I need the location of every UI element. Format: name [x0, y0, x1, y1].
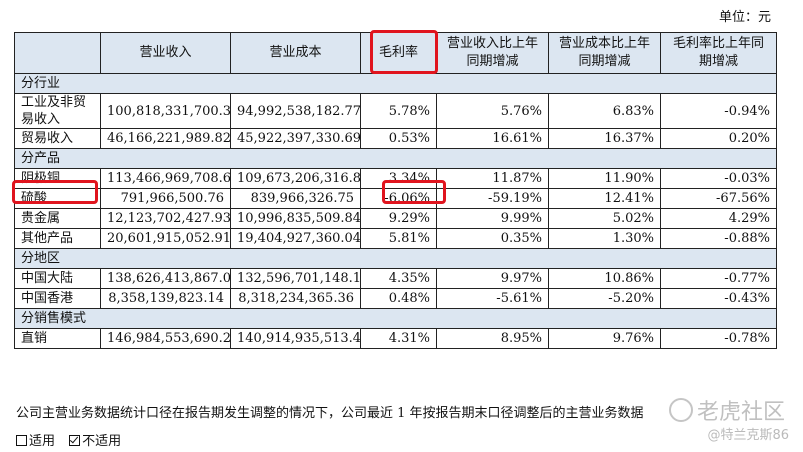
section-title: 分行业	[14, 73, 777, 94]
cell-cost: 8,318,234,365.36	[230, 288, 361, 309]
section-row-industry: 分行业	[14, 73, 777, 94]
table-row: 贸易收入 46,166,221,989.82 45,922,397,330.69…	[14, 128, 777, 149]
cell-margin-change: -67.56%	[660, 188, 777, 209]
row-label: 贵金属	[14, 208, 101, 229]
cell-cost-change: 11.90%	[548, 168, 661, 189]
cell-cost: 10,996,835,509.84	[230, 208, 361, 229]
cell-cost-change: 6.83%	[548, 93, 661, 129]
cell-cost: 94,992,538,182.77	[230, 93, 361, 129]
cell-margin-change: -0.43%	[660, 288, 777, 309]
cell-cost: 109,673,206,316.83	[230, 168, 361, 189]
header-revenue-change: 营业收入比上年同期增减	[436, 32, 549, 74]
highlight-value-cathode-copper-margin	[382, 180, 446, 204]
row-label: 贸易收入	[14, 128, 101, 149]
highlight-label-cathode-copper	[12, 180, 98, 204]
cell-margin: 0.53%	[360, 128, 437, 149]
row-label: 工业及非贸易收入	[14, 93, 101, 129]
cell-margin-change: -0.77%	[660, 268, 777, 289]
checkbox-checked-icon	[69, 435, 81, 446]
header-margin-change: 毛利率比上年同期增减	[660, 32, 777, 74]
cell-revenue-change: 11.87%	[436, 168, 549, 189]
header-blank	[14, 32, 101, 74]
cell-cost-change: 10.86%	[548, 268, 661, 289]
cell-revenue: 113,466,969,708.60	[100, 168, 231, 189]
section-row-sales-mode: 分销售模式	[14, 308, 777, 329]
cell-revenue: 20,601,915,052.91	[100, 228, 231, 249]
header-cost-change: 营业成本比上年同期增减	[548, 32, 661, 74]
option-applicable[interactable]: 适用	[16, 434, 55, 449]
cell-revenue: 138,626,413,867.06	[100, 268, 231, 289]
cell-margin: 9.29%	[360, 208, 437, 229]
cell-revenue-change: 9.99%	[436, 208, 549, 229]
cell-cost-change: 16.37%	[548, 128, 661, 149]
option-not-applicable[interactable]: 不适用	[69, 434, 121, 449]
table-row: 中国香港 8,358,139,823.14 8,318,234,365.36 0…	[14, 288, 777, 309]
cell-cost: 839,966,326.75	[230, 188, 361, 209]
section-row-product: 分产品	[14, 148, 777, 169]
cell-cost-change: 5.02%	[548, 208, 661, 229]
table-row: 阴极铜 113,466,969,708.60 109,673,206,316.8…	[14, 168, 777, 189]
option-label: 适用	[29, 434, 56, 449]
cell-cost-change: 9.76%	[548, 328, 661, 349]
section-row-region: 分地区	[14, 248, 777, 269]
cell-margin: 0.48%	[360, 288, 437, 309]
cell-revenue: 146,984,553,690.20	[100, 328, 231, 349]
table-row: 贵金属 12,123,702,427.93 10,996,835,509.84 …	[14, 208, 777, 229]
row-label: 其他产品	[14, 228, 101, 249]
cell-cost: 19,404,927,360.04	[230, 228, 361, 249]
cell-revenue-change: 5.76%	[436, 93, 549, 129]
cell-revenue-change: -59.19%	[436, 188, 549, 209]
tiger-logo-icon	[668, 398, 693, 422]
cell-cost: 45,922,397,330.69	[230, 128, 361, 149]
cell-margin-change: 0.20%	[660, 128, 777, 149]
footnote-text: 公司主营业务数据统计口径在报告期发生调整的情况下，公司最近 1 年按报告期末口径…	[16, 406, 644, 421]
row-label: 中国香港	[14, 288, 101, 309]
cell-revenue: 8,358,139,823.14	[100, 288, 231, 309]
main-business-table: 营业收入 营业成本 毛利率 营业收入比上年同期增减 营业成本比上年同期增减 毛利…	[14, 32, 777, 349]
watermark-handle: @特兰克斯86	[707, 428, 789, 443]
cell-cost-change: 1.30%	[548, 228, 661, 249]
section-title: 分销售模式	[14, 308, 777, 329]
cell-revenue: 791,966,500.76	[100, 188, 231, 209]
cell-revenue: 100,818,331,700.38	[100, 93, 231, 129]
checkbox-icon	[16, 435, 27, 446]
watermark: 老虎社区	[668, 394, 785, 426]
cell-cost-change: 12.41%	[548, 188, 661, 209]
table-row: 直销 146,984,553,690.20 140,914,935,513.46…	[14, 328, 777, 349]
cell-margin-change: 4.29%	[660, 208, 777, 229]
table-row: 中国大陆 138,626,413,867.06 132,596,701,148.…	[14, 268, 777, 289]
section-title: 分产品	[14, 148, 777, 169]
cell-revenue-change: 8.95%	[436, 328, 549, 349]
cell-margin: 5.78%	[360, 93, 437, 129]
cell-margin-change: -0.03%	[660, 168, 777, 189]
cell-cost: 132,596,701,148.10	[230, 268, 361, 289]
table-row: 其他产品 20,601,915,052.91 19,404,927,360.04…	[14, 228, 777, 249]
row-label: 直销	[14, 328, 101, 349]
header-row: 营业收入 营业成本 毛利率 营业收入比上年同期增减 营业成本比上年同期增减 毛利…	[14, 32, 777, 74]
cell-revenue-change: 0.35%	[436, 228, 549, 249]
cell-revenue: 46,166,221,989.82	[100, 128, 231, 149]
highlight-header-gross-margin	[370, 30, 438, 74]
watermark-text: 老虎社区	[696, 400, 785, 425]
cell-cost: 140,914,935,513.46	[230, 328, 361, 349]
header-cost: 营业成本	[230, 32, 361, 74]
option-label: 不适用	[82, 434, 122, 449]
cell-cost-change: -5.20%	[548, 288, 661, 309]
cell-revenue-change: 9.97%	[436, 268, 549, 289]
cell-margin: 5.81%	[360, 228, 437, 249]
cell-revenue: 12,123,702,427.93	[100, 208, 231, 229]
unit-label: 单位：元	[718, 10, 771, 25]
cell-margin-change: -0.88%	[660, 228, 777, 249]
row-label: 中国大陆	[14, 268, 101, 289]
cell-margin: 4.35%	[360, 268, 437, 289]
section-title: 分地区	[14, 248, 777, 269]
cell-margin-change: -0.94%	[660, 93, 777, 129]
applicability-options: 适用 不适用	[16, 430, 121, 449]
cell-revenue-change: -5.61%	[436, 288, 549, 309]
table-row: 工业及非贸易收入 100,818,331,700.38 94,992,538,1…	[14, 93, 777, 129]
cell-revenue-change: 16.61%	[436, 128, 549, 149]
cell-margin-change: -0.78%	[660, 328, 777, 349]
header-revenue: 营业收入	[100, 32, 231, 74]
cell-margin: 4.31%	[360, 328, 437, 349]
